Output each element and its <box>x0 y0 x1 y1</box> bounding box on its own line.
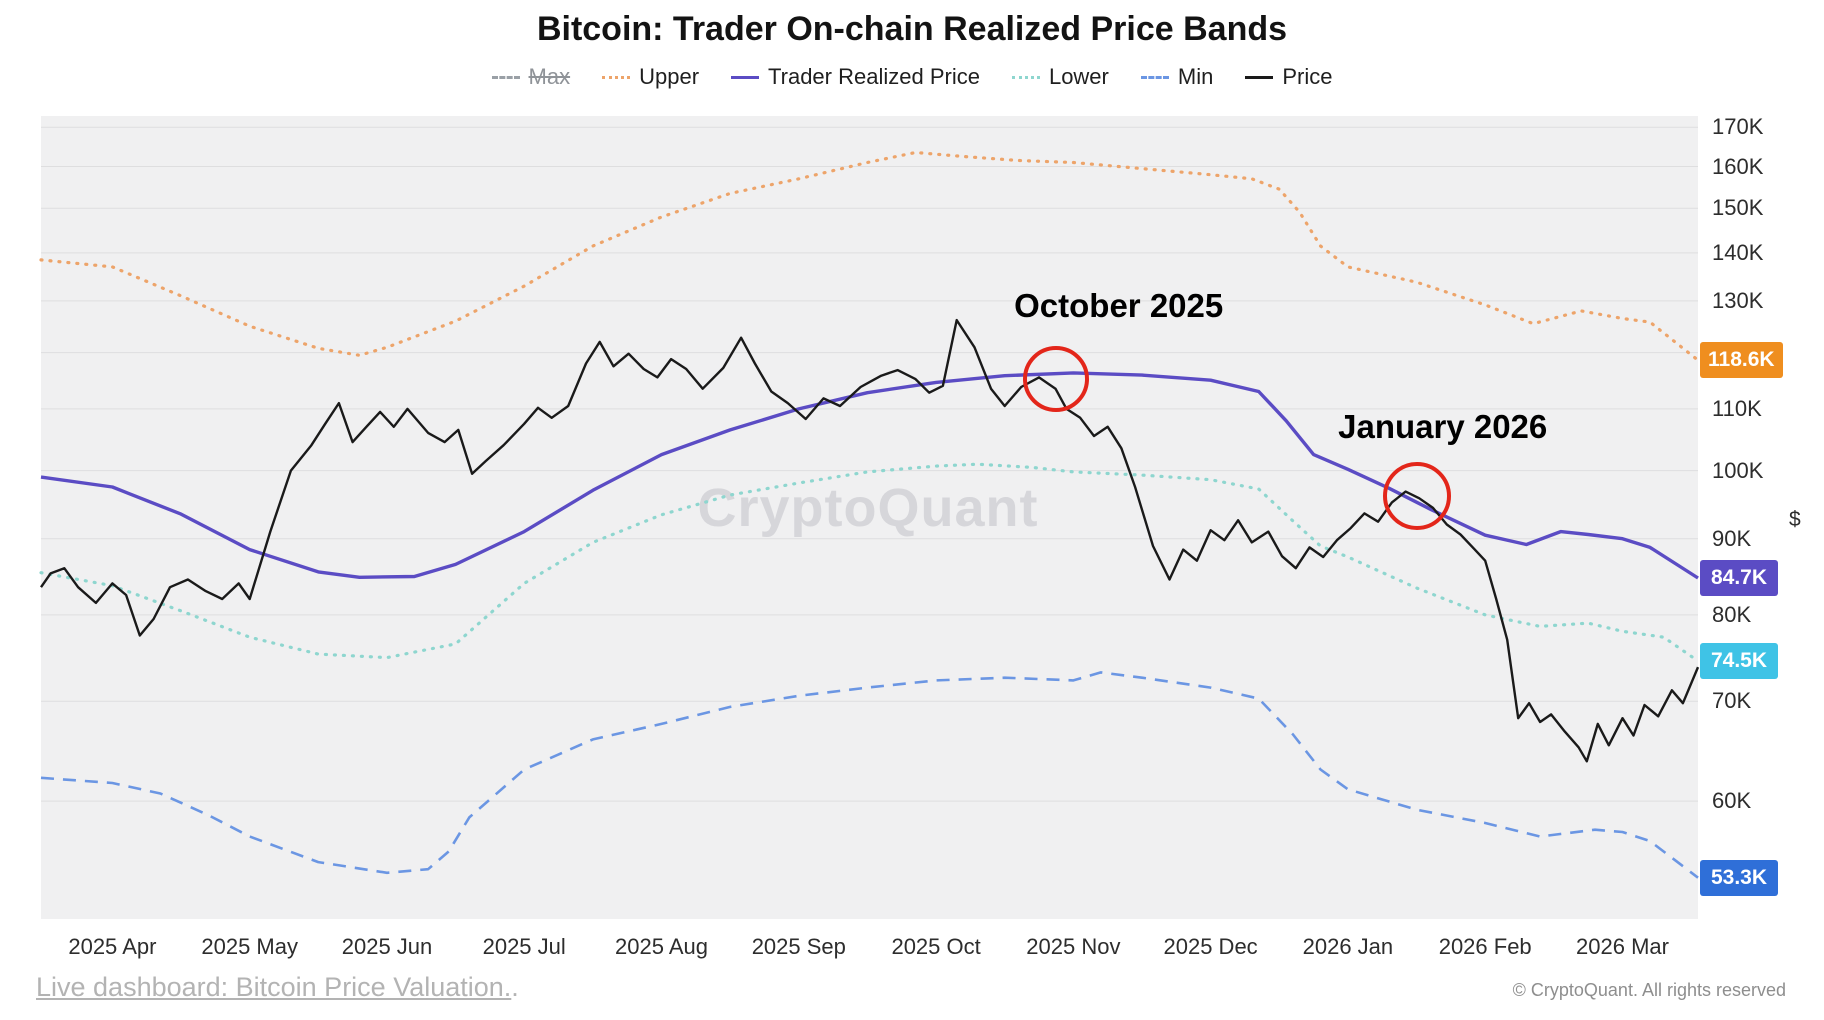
chart-title: Bitcoin: Trader On-chain Realized Price … <box>536 10 1288 48</box>
live-dashboard-link-label: Live dashboard: Bitcoin Price Valuation. <box>36 972 512 1002</box>
live-dashboard-link[interactable]: Live dashboard: Bitcoin Price Valuation. <box>36 972 511 1002</box>
legend-item-min[interactable]: Min <box>1140 64 1214 90</box>
copyright-text: © CryptoQuant. All rights reserved <box>1512 980 1786 1000</box>
legend: Max Upper Trader Realized Price Lower Min Pri… <box>0 64 1824 90</box>
x-axis-label-2026-jan: 2026 Jan <box>1302 934 1394 959</box>
legend-item-trader-realized-price[interactable]: Trader Realized Price <box>731 64 980 90</box>
y-axis-label-150k: 150K <box>1712 195 1764 221</box>
x-axis-label-2025-sep: 2025 Sep <box>751 934 846 959</box>
legend-label: Upper <box>639 64 700 89</box>
max-line-swatch-icon <box>491 75 520 79</box>
y-axis-label-170k: 170K <box>1712 114 1764 140</box>
legend-label: Min <box>1177 64 1214 89</box>
link-suffix-dot: . <box>511 972 519 1002</box>
y-axis-unit-label: $ <box>1789 508 1801 531</box>
y-axis-label-130k: 130K <box>1712 287 1764 313</box>
legend-label: Lower <box>1048 64 1109 89</box>
x-axis-label-2025-oct: 2025 Oct <box>891 934 981 959</box>
y-axis-label-160k: 160K <box>1712 153 1764 179</box>
legend-item-upper[interactable]: Upper <box>602 64 699 90</box>
value-badge-74-5k: 74.5K <box>1700 643 1778 679</box>
legend-item-max[interactable]: Max <box>491 64 571 90</box>
value-badge-118-6k: 118.6K <box>1700 342 1783 379</box>
y-axis-label-110k: 110K <box>1712 395 1762 421</box>
upper-line-swatch-icon <box>602 75 631 79</box>
cryptoquant-watermark: CryptoQuant <box>697 478 1039 538</box>
footer-link-row: Live dashboard: Bitcoin Price Valuation.… <box>36 972 519 1003</box>
y-axis-label-70k: 70K <box>1712 688 1752 714</box>
legend-label: Trader Realized Price <box>768 64 980 89</box>
x-axis-label-2025-nov: 2025 Nov <box>1026 934 1121 959</box>
x-axis-label-2025-aug: 2025 Aug <box>615 934 708 959</box>
x-axis-label-2026-mar: 2026 Mar <box>1576 934 1669 959</box>
lower-line-swatch-icon <box>1011 75 1040 79</box>
y-axis-label-140k: 140K <box>1712 239 1764 265</box>
y-axis-label-80k: 80K <box>1712 601 1752 627</box>
trader-realized-price-line-swatch-icon <box>731 75 760 79</box>
y-axis-label-100k: 100K <box>1712 457 1764 483</box>
x-axis-label-2025-apr: 2025 Apr <box>68 934 157 959</box>
legend-item-price[interactable]: Price <box>1245 64 1332 90</box>
y-axis-label-60k: 60K <box>1712 788 1752 814</box>
value-badge-84-7k: 84.7K <box>1700 560 1778 596</box>
price-line-swatch-icon <box>1245 75 1274 79</box>
x-axis-label-2026-feb: 2026 Feb <box>1438 934 1532 959</box>
legend-label: Price <box>1282 64 1333 89</box>
x-axis-label-2025-dec: 2025 Dec <box>1163 934 1258 959</box>
value-badge-53-3k: 53.3K <box>1700 859 1778 896</box>
legend-label: Max <box>528 64 571 89</box>
x-axis-label-2025-jul: 2025 Jul <box>482 934 566 959</box>
legend-item-lower[interactable]: Lower <box>1011 64 1109 90</box>
x-axis-label-2025-may: 2025 May <box>201 934 298 959</box>
y-axis-label-90k: 90K <box>1712 525 1752 551</box>
x-axis-label-2025-jun: 2025 Jun <box>341 934 433 959</box>
min-line-swatch-icon <box>1140 75 1169 79</box>
